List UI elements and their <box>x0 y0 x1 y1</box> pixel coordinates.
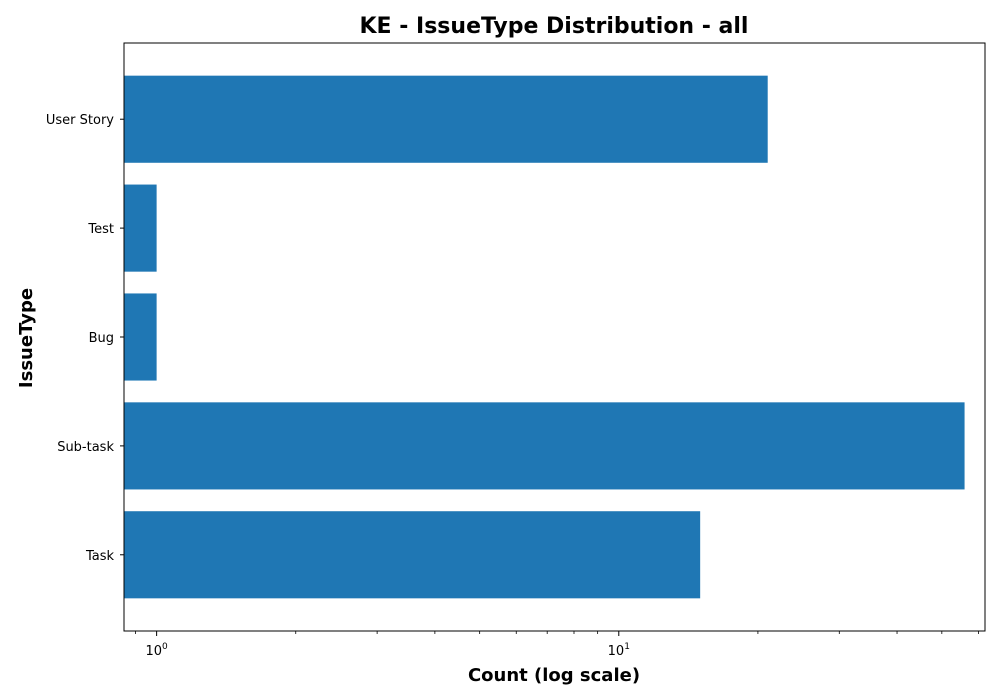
bar-sub-task <box>124 402 965 490</box>
bars-group <box>124 75 965 599</box>
bar-test <box>124 184 157 272</box>
x-ticks-group: 100 101 <box>135 631 979 659</box>
y-axis-label: IssueType <box>16 288 37 388</box>
y-tick-label: Sub-task <box>57 440 114 455</box>
y-tick-label: Task <box>85 549 115 564</box>
x-axis-label: Count (log scale) <box>468 665 640 686</box>
plot-frame <box>123 42 986 632</box>
chart-title: KE - IssueType Distribution - all <box>360 14 749 39</box>
y-tick-label: Bug <box>89 331 114 346</box>
bar-user-story <box>124 75 768 163</box>
y-tick-label: User Story <box>46 113 114 128</box>
x-tick-label: 100 <box>145 642 168 659</box>
bar-bug <box>124 293 157 381</box>
bar-task <box>124 511 701 599</box>
x-tick-label: 101 <box>608 642 630 659</box>
y-ticks-group: Task Sub-task Bug Test User Story <box>46 113 124 564</box>
y-tick-label: Test <box>87 222 114 237</box>
